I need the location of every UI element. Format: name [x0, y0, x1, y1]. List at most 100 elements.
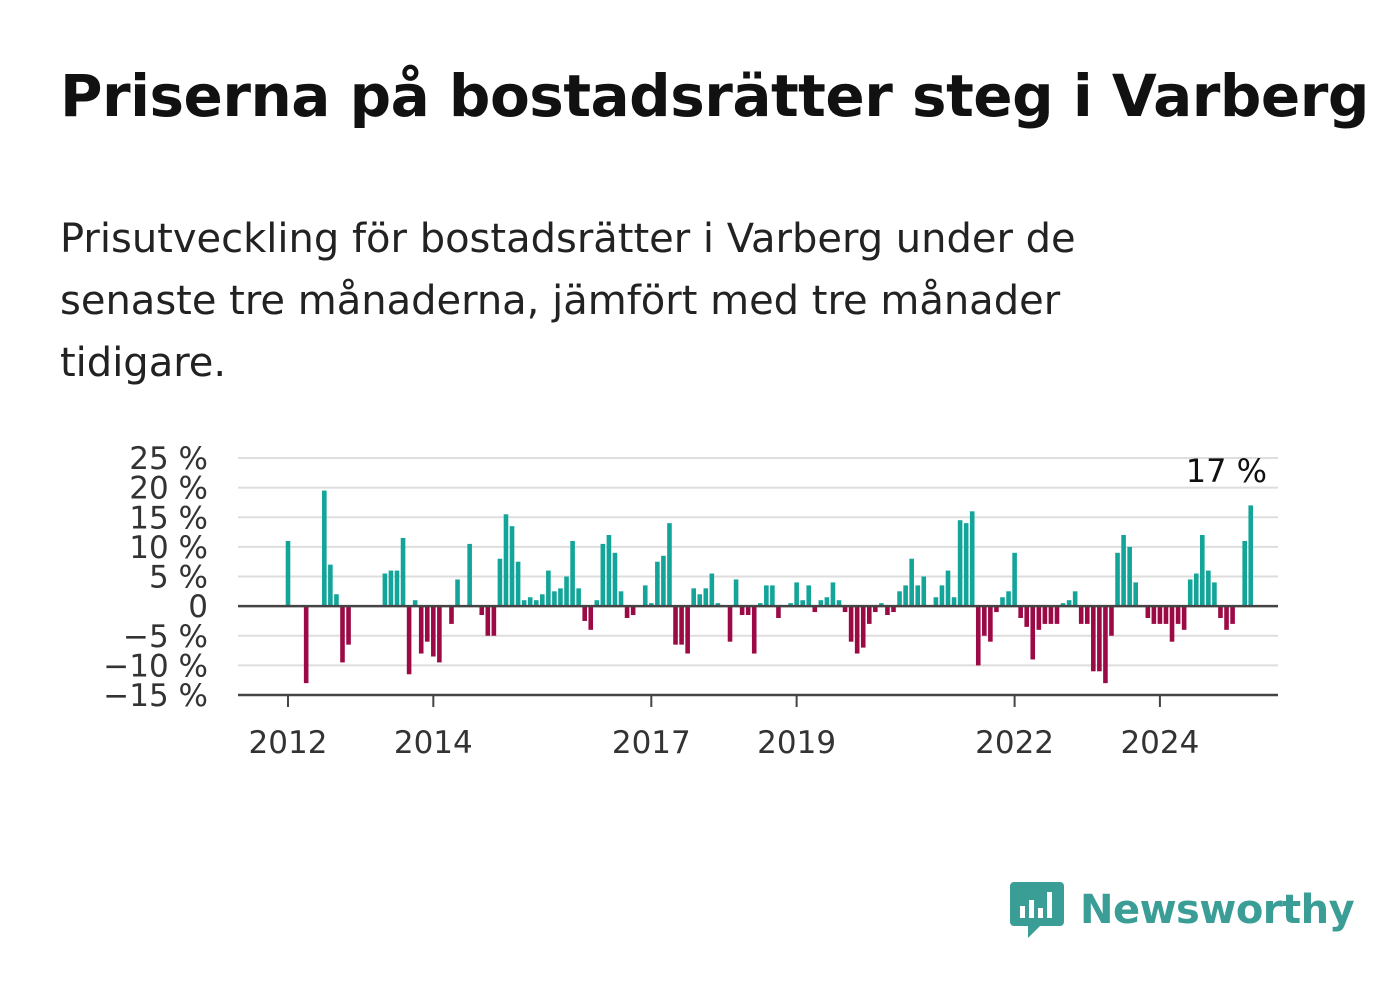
bar	[552, 591, 557, 607]
bar	[655, 561, 660, 607]
bar	[406, 606, 412, 675]
bar	[449, 606, 454, 624]
bar	[491, 606, 497, 636]
bar	[818, 600, 824, 607]
bar	[594, 600, 600, 607]
bar	[757, 603, 763, 607]
bar	[794, 582, 799, 607]
bar	[709, 573, 715, 607]
bar	[661, 555, 666, 607]
x-tick-label: 2012	[249, 725, 328, 761]
bar	[437, 606, 442, 663]
y-axis: 25 %20 %15 %10 %5 %0−5 %−10 %−15 %	[103, 441, 208, 714]
bar	[800, 600, 805, 607]
bar	[739, 606, 745, 616]
bar	[340, 606, 345, 663]
bar	[982, 606, 987, 636]
bar	[909, 558, 914, 607]
bar	[679, 606, 684, 645]
bar	[957, 520, 963, 607]
bar	[431, 606, 436, 657]
bar	[394, 570, 400, 607]
x-tick-label: 2022	[975, 725, 1054, 761]
y-tick-label: −10 %	[103, 648, 208, 684]
bar	[649, 603, 654, 607]
bar	[812, 606, 818, 613]
bar	[1000, 597, 1005, 607]
bar	[1224, 606, 1229, 630]
bar	[776, 606, 781, 618]
bar	[1187, 579, 1193, 607]
bar	[1072, 591, 1078, 607]
newsworthy-logo: Newsworthy	[1010, 880, 1355, 940]
bar	[485, 606, 491, 636]
bar	[576, 588, 581, 607]
bar	[1018, 606, 1023, 618]
bar	[412, 600, 418, 607]
bar	[1103, 606, 1108, 684]
y-tick-label: 0	[188, 589, 208, 625]
bar	[860, 606, 866, 648]
bar	[1163, 606, 1169, 624]
bar	[467, 543, 472, 607]
bar	[921, 576, 927, 607]
y-tick-label: 15 %	[129, 500, 208, 536]
bar	[588, 606, 594, 630]
bar	[842, 606, 848, 613]
x-tick-label: 2014	[394, 725, 473, 761]
bar	[939, 585, 945, 607]
bar	[1193, 573, 1199, 607]
bar	[527, 597, 533, 607]
bar	[1006, 591, 1011, 607]
bar	[1133, 582, 1138, 607]
bar	[1012, 552, 1017, 607]
bar	[388, 570, 394, 607]
bar	[1175, 606, 1181, 624]
bar	[424, 606, 430, 642]
bar	[1169, 606, 1175, 642]
bar	[334, 594, 339, 607]
bar	[346, 606, 351, 645]
bar	[600, 543, 606, 607]
bar	[1115, 552, 1120, 607]
bar	[703, 588, 709, 607]
bar	[1042, 606, 1048, 624]
bar	[879, 603, 884, 607]
bar	[691, 588, 696, 607]
bar	[1078, 606, 1084, 624]
x-tick-label: 2019	[757, 725, 836, 761]
bar	[988, 606, 993, 642]
bar	[897, 591, 902, 607]
bar	[1030, 606, 1036, 660]
chart-title: Priserna på bostadsrätter steg i Varberg	[60, 62, 1369, 130]
bar	[788, 603, 793, 607]
bar	[727, 606, 733, 642]
bar	[533, 600, 539, 607]
bar	[994, 606, 999, 613]
bar	[1066, 600, 1072, 607]
bar	[540, 594, 545, 607]
bar	[630, 606, 636, 616]
bar	[612, 552, 618, 607]
bar	[806, 585, 812, 607]
bar	[1181, 606, 1187, 630]
bar	[570, 540, 575, 607]
bar-chart: 25 %20 %15 %10 %5 %0−5 %−10 %−15 % 2012 2…	[103, 441, 1278, 761]
bar	[933, 597, 939, 607]
bar	[764, 585, 769, 607]
bar	[891, 606, 896, 613]
bar	[515, 561, 521, 607]
bar	[733, 579, 739, 607]
bar	[606, 535, 612, 607]
y-tick-label: 5 %	[149, 560, 208, 596]
bar	[1157, 606, 1163, 624]
bar	[624, 606, 630, 618]
bar	[770, 585, 775, 607]
bar	[521, 600, 527, 607]
bar	[667, 523, 672, 607]
bar	[951, 597, 957, 607]
y-tick-label: 10 %	[129, 530, 208, 566]
last-value-annotation: 17 %	[1186, 452, 1267, 490]
bar	[455, 579, 460, 607]
bar	[1127, 546, 1132, 607]
